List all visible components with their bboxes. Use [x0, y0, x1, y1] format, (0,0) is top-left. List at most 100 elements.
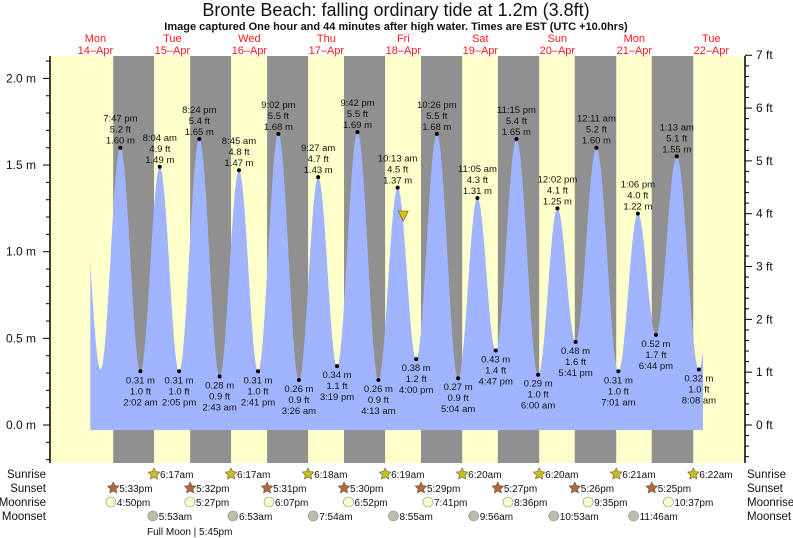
low-tide-label: 0.48 m [561, 346, 590, 357]
low-tide-label: 1.6 ft [565, 357, 586, 368]
sunset-time: 5:30pm [350, 484, 383, 495]
low-tide-label: 7:01 am [601, 397, 635, 408]
low-tide-label: 1.0 ft [608, 386, 629, 397]
low-tide-label: 0.52 m [641, 339, 670, 350]
day-name-label: Mon [624, 33, 645, 45]
high-tide-label: 1.49 m [145, 155, 174, 166]
high-tide-label: 12:02 pm [538, 174, 578, 185]
low-tide-label: 2:02 am [123, 397, 157, 408]
low-tide-label: 2:41 pm [241, 397, 275, 408]
sunset-icon [337, 481, 351, 494]
moonset-time: 5:53am [159, 512, 192, 523]
moonrise-row-label-left: Moonrise [0, 497, 46, 509]
high-tide-label: 4.9 ft [149, 144, 170, 155]
moonset-time: 10:53am [560, 512, 599, 523]
low-tide-point [335, 364, 340, 369]
moonrise-time: 8:36pm [514, 498, 547, 509]
left-tick-label: 0.5 m [6, 331, 36, 345]
day-date-label: 14–Apr [78, 45, 114, 57]
low-tide-point [696, 367, 701, 372]
low-tide-point [653, 332, 658, 337]
left-tick-label: 2.0 m [6, 71, 36, 85]
right-tick-label: 0 ft [756, 418, 773, 432]
low-tide-point [138, 369, 143, 374]
moonset-icon [147, 510, 159, 522]
low-tide-label: 0.9 ft [209, 391, 230, 402]
sunset-icon [183, 481, 197, 494]
left-tick-label: 0.0 m [6, 418, 36, 432]
right-tick-label: 4 ft [756, 207, 773, 221]
low-tide-label: 1.2 ft [406, 374, 427, 385]
day-name-label: Sun [548, 33, 568, 45]
sunrise-icon [609, 467, 623, 480]
sunrise-time: 6:20am [545, 470, 578, 481]
sunset-icon [645, 481, 659, 494]
high-tide-point [355, 130, 360, 135]
chart-subtitle: Image captured One hour and 44 minutes a… [164, 21, 628, 33]
moonrise-time: 4:50pm [117, 498, 150, 509]
low-tide-label: 0.31 m [165, 375, 194, 386]
low-tide-label: 0.31 m [604, 375, 633, 386]
moonset-icon [468, 510, 480, 522]
low-tide-label: 1.4 ft [485, 365, 506, 376]
sunrise-icon [224, 467, 238, 480]
high-tide-point [514, 137, 519, 142]
high-tide-point [475, 195, 480, 200]
moonrise-time: 5:27pm [196, 498, 229, 509]
high-tide-label: 1.69 m [343, 120, 372, 131]
high-tide-point [635, 211, 640, 216]
high-tide-label: 1.68 m [422, 122, 451, 133]
low-tide-point [217, 374, 222, 379]
low-tide-label: 0.26 m [364, 384, 393, 395]
high-tide-label: 5.4 ft [189, 116, 210, 127]
extreme-labels: 7:47 pm5.2 ft1.60 m0.31 m1.0 ft2:02 am8:… [103, 98, 716, 417]
moonrise-time: 9:35pm [594, 498, 627, 509]
sunset-icon [491, 481, 505, 494]
moonrise-icon [105, 496, 117, 508]
high-tide-label: 5.5 ft [268, 111, 289, 122]
low-tide-label: 6:00 am [521, 401, 555, 412]
day-date-label: 20–Apr [540, 45, 576, 57]
high-tide-label: 1.22 m [623, 202, 652, 213]
high-tide-point [395, 185, 400, 190]
moonrise-time: 6:07pm [275, 498, 308, 509]
moonset-icon [227, 510, 239, 522]
day-date-label: 15–Apr [155, 45, 191, 57]
day-date-label: 22–Apr [694, 45, 730, 57]
high-tide-label: 5.5 ft [347, 109, 368, 120]
high-tide-label: 9:02 pm [261, 100, 295, 111]
low-tide-point [376, 377, 381, 382]
low-tide-label: 3:19 pm [320, 392, 354, 403]
sunset-icon [106, 481, 120, 494]
current-level-triangle-icon [397, 210, 409, 222]
day-date-label: 17–Apr [309, 45, 345, 57]
low-tide-label: 4:13 am [361, 406, 395, 417]
sunset-row-label-right: Sunset [747, 483, 784, 495]
sunset-icon [568, 481, 582, 494]
high-tide-label: 5.1 ft [666, 133, 687, 144]
sunset-time: 5:29pm [427, 484, 460, 495]
low-tide-label: 1.1 ft [326, 381, 347, 392]
sunset-time: 5:33pm [119, 484, 152, 495]
sunset-time: 5:26pm [581, 484, 614, 495]
high-tide-label: 1.31 m [463, 186, 492, 197]
left-tick-label: 1.5 m [6, 158, 36, 172]
moonrise-time: 7:41pm [434, 498, 467, 509]
low-tide-label: 1.0 ft [688, 385, 709, 396]
sunrise-time: 6:19am [391, 470, 424, 481]
high-tide-label: 1.65 m [502, 127, 531, 138]
high-tide-point [276, 131, 281, 136]
low-tide-label: 1.0 ft [528, 390, 549, 401]
high-tide-point [118, 145, 123, 150]
moonset-icon [628, 510, 639, 522]
sun-moon-events: Sunrise Sunrise 6:17am 6:17am 6:18am 6:19am 6:… [0, 467, 793, 523]
left-tick-label: 1.0 m [6, 245, 36, 259]
sunrise-time: 6:17am [160, 470, 193, 481]
high-tide-label: 4.5 ft [387, 165, 408, 176]
high-tide-label: 5.5 ft [426, 111, 447, 122]
current-tide-marker [397, 210, 409, 222]
day-date-label: 19–Apr [463, 45, 499, 57]
moonrise-icon [263, 496, 275, 508]
high-tide-point [555, 206, 560, 211]
high-tide-label: 5.4 ft [506, 116, 527, 127]
